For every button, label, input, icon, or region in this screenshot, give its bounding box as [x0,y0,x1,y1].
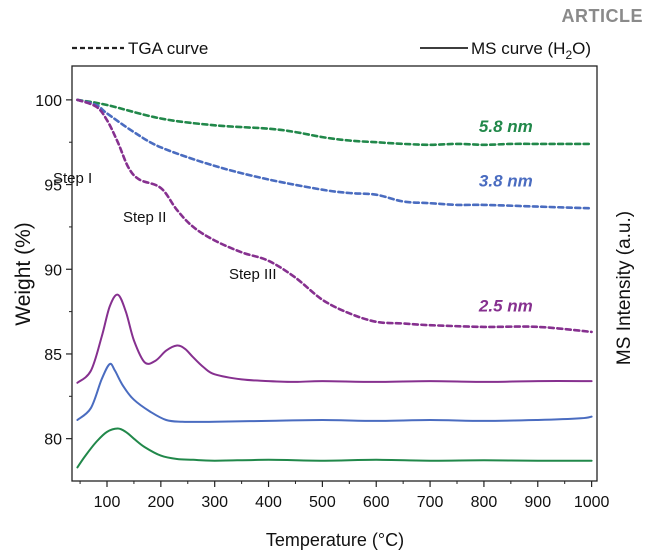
x-tick-label: 700 [417,494,444,511]
y-tick-label: 80 [44,432,62,449]
series-layer [76,98,593,469]
y-tick-label: 100 [35,93,62,110]
x-tick-label: 1000 [574,494,610,511]
x-tick-label: 800 [471,494,498,511]
y-axis-title-right: MS Intensity (a.u.) [614,211,635,365]
y-axis: 80 85 90 95 100 [35,93,72,449]
legend-tga-label: TGA curve [128,39,208,58]
x-tick-label: 500 [309,494,336,511]
x-tick-label: 200 [147,494,174,511]
x-tick-label: 400 [255,494,282,511]
legend-ms-label: MS curve (H2O) [471,39,591,62]
annotation-step2: Step II [123,209,166,226]
series-label: 2.5 nm [478,297,533,316]
annotation-step3: Step III [229,266,277,283]
x-axis-title: Temperature (°C) [266,530,404,550]
y-tick-label: 90 [44,262,62,279]
article-label: ARTICLE [561,6,643,26]
x-axis: 100 200 300 400 500 600 700 800 900 1000 [79,481,610,511]
y-tick-label: 85 [44,347,62,364]
series-ms-5-8-nm [76,427,593,469]
series-tga-3-8-nm [76,98,593,210]
series-tga-5-8-nm [76,98,593,147]
annotation-step1: Step I [53,170,92,187]
series-label: 5.8 nm [479,117,533,136]
series-labels: 5.8 nm 3.8 nm 2.5 nm [478,117,533,316]
series-tga-2-5-nm [76,98,593,334]
series-ms-3-8-nm [76,362,593,423]
series-ms-2-5-nm [76,293,593,384]
series-label: 3.8 nm [479,171,533,190]
x-tick-label: 300 [201,494,228,511]
x-tick-label: 900 [524,494,551,511]
y-axis-title-left: Weight (%) [12,222,35,325]
y-tick-label: 95 [44,178,62,195]
x-tick-label: 100 [94,494,121,511]
legend: TGA curve MS curve (H2O) [72,39,591,62]
plot-frame [71,65,598,482]
x-tick-label: 600 [363,494,390,511]
